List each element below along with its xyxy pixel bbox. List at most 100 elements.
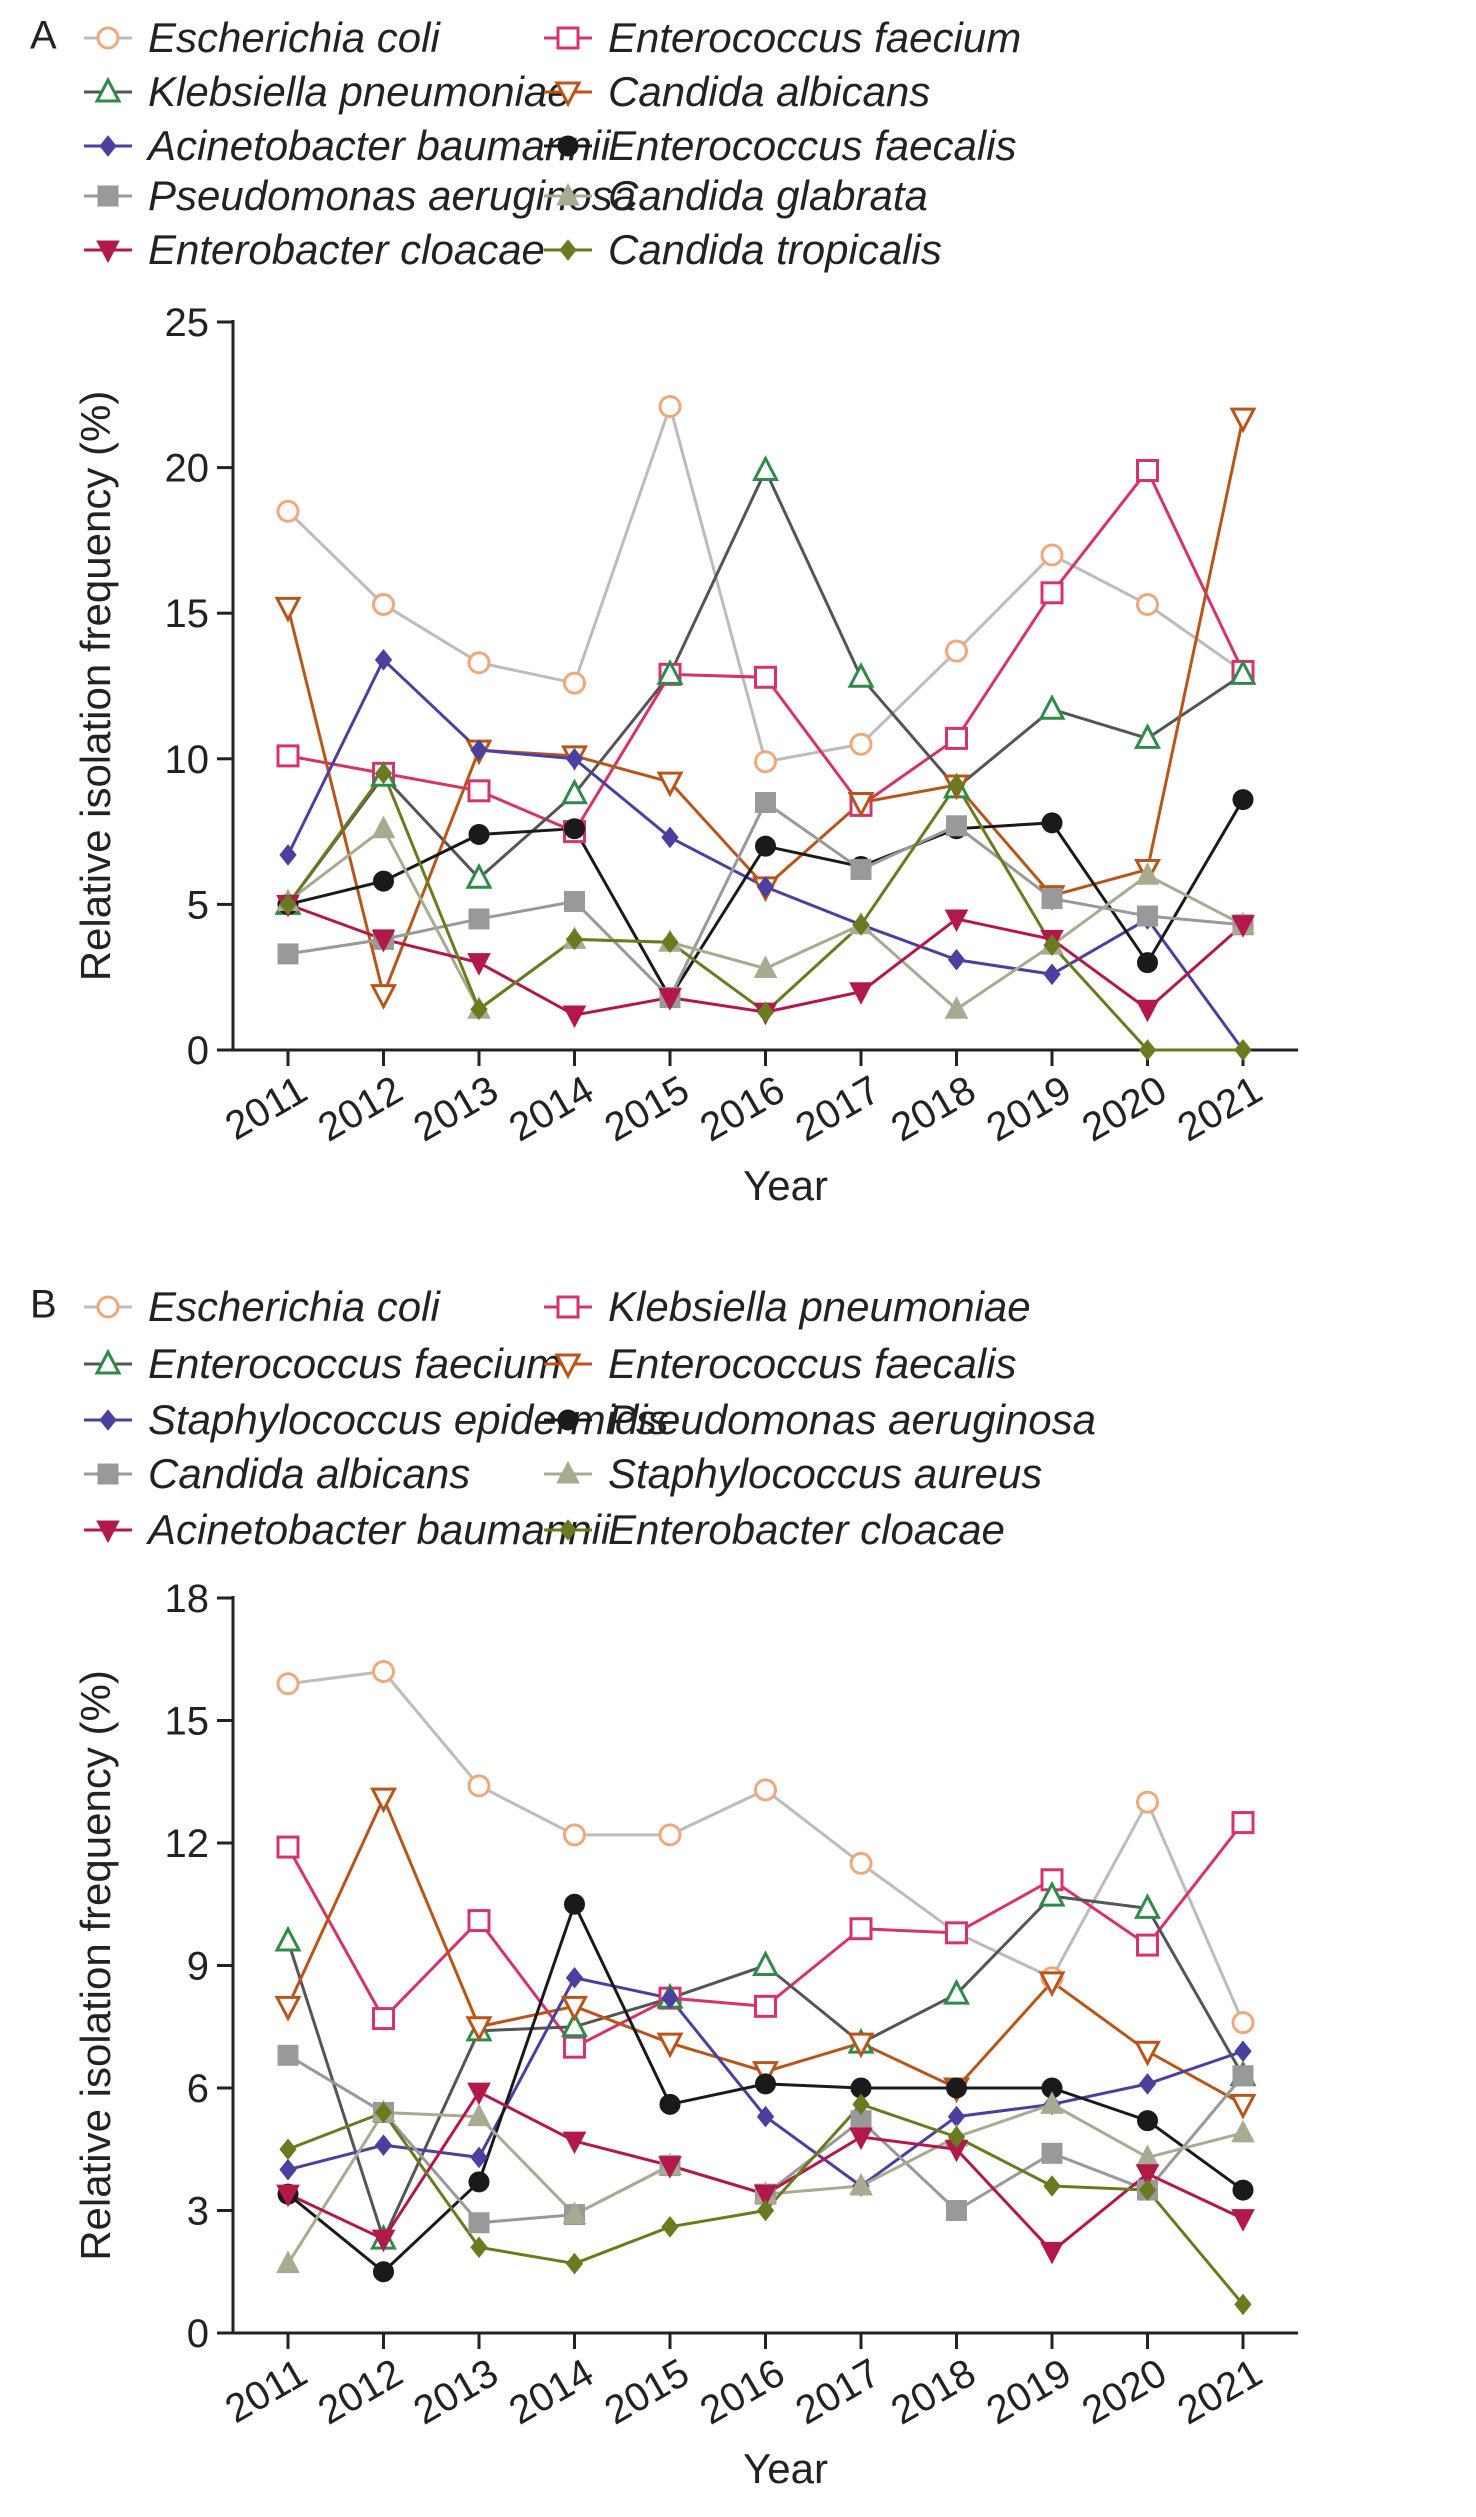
legend-label: Enterococcus faecalis xyxy=(608,122,1017,169)
legend-item: Klebsiella pneumoniae xyxy=(84,68,571,115)
data-point xyxy=(470,739,488,761)
legend-marker xyxy=(97,185,119,207)
data-point xyxy=(753,2184,778,2208)
data-point xyxy=(849,1851,873,1875)
legend-marker xyxy=(557,1409,579,1431)
legend-label: Enterococcus faecium xyxy=(148,1340,561,1387)
data-point xyxy=(1138,2073,1157,2095)
y-tick-label: 18 xyxy=(165,1577,210,1621)
data-point xyxy=(1137,952,1158,974)
data-point xyxy=(276,499,300,523)
legend-label: Enterobacter cloacae xyxy=(148,226,545,273)
data-point xyxy=(1040,543,1064,567)
y-tick-label: 0 xyxy=(187,1029,209,1073)
legend-marker xyxy=(96,1520,120,1544)
data-point xyxy=(467,2082,491,2106)
data-point xyxy=(1040,581,1064,605)
legend-marker xyxy=(99,135,117,157)
data-point xyxy=(465,2016,493,2042)
data-point xyxy=(1040,2091,1064,2114)
data-point xyxy=(467,779,491,803)
data-point xyxy=(1134,2040,1161,2067)
legend-marker xyxy=(554,1353,582,1380)
data-point xyxy=(1232,2065,1254,2087)
data-point xyxy=(1135,862,1160,885)
data-point xyxy=(276,1835,300,1859)
data-point xyxy=(373,2261,394,2283)
legend-label: Acinetobacter baumannii xyxy=(145,1506,612,1553)
x-axis-title: Year xyxy=(743,2445,828,2492)
data-point xyxy=(561,1995,588,2022)
data-point xyxy=(1038,1880,1066,1907)
data-point xyxy=(372,1660,395,1683)
x-tick-label: 2021 xyxy=(1170,2351,1269,2434)
data-point xyxy=(563,1823,586,1847)
data-point xyxy=(661,2216,679,2238)
data-point xyxy=(1134,723,1161,749)
data-point xyxy=(1136,1790,1159,1814)
data-point xyxy=(276,2250,300,2274)
series-markers xyxy=(279,762,1252,1061)
legend-marker xyxy=(94,1348,122,1375)
x-tick-label: 2012 xyxy=(311,1068,410,1151)
data-point xyxy=(756,2199,775,2222)
x-tick-label: 2019 xyxy=(979,2351,1078,2434)
data-point xyxy=(945,639,968,663)
data-point xyxy=(849,982,873,1005)
data-point xyxy=(467,1909,491,1933)
legend-marker xyxy=(556,182,580,206)
data-point xyxy=(658,988,682,1011)
data-point xyxy=(1231,2011,1255,2035)
legend-item: Acinetobacter baumannii xyxy=(84,1506,612,1553)
data-point xyxy=(371,2229,396,2253)
data-point xyxy=(1136,459,1159,483)
data-point xyxy=(1232,789,1254,811)
legend-marker xyxy=(96,26,120,50)
legend-item: Candida tropicalis xyxy=(544,226,942,273)
legend-label: Staphylococcus aureus xyxy=(608,1450,1042,1497)
data-point xyxy=(1136,592,1159,616)
legend-item: Enterococcus faecium xyxy=(84,1340,561,1387)
series-markers xyxy=(274,407,1257,1010)
legend-marker xyxy=(99,1409,117,1431)
data-point xyxy=(374,762,393,785)
legend-marker xyxy=(559,239,577,261)
legend-marker xyxy=(556,1460,580,1484)
data-point xyxy=(1043,2175,1061,2197)
x-tick-label: 2017 xyxy=(788,2351,887,2434)
data-point xyxy=(562,1005,587,1029)
x-tick-label: 2016 xyxy=(693,1068,792,1151)
legend-marker xyxy=(557,135,579,157)
legend-item: Enterobacter cloacae xyxy=(84,226,545,273)
data-point xyxy=(565,928,584,951)
y-tick-label: 3 xyxy=(187,2190,209,2234)
data-point xyxy=(946,2077,967,2099)
legend-item: Candida albicans xyxy=(544,68,930,115)
legend-label: Enterococcus faecium xyxy=(608,14,1021,61)
data-point xyxy=(467,651,491,675)
data-point xyxy=(944,909,969,933)
legend-item: Enterococcus faecalis xyxy=(544,122,1017,169)
legend-item: Candida albicans xyxy=(84,1450,470,1497)
x-tick-label: 2015 xyxy=(597,2351,696,2434)
data-point xyxy=(756,1001,775,1023)
x-tick-label: 2020 xyxy=(1075,2351,1174,2434)
chart-panel-b: B Escherichia coli Klebsiella pneumoniae En… xyxy=(30,1283,1298,2492)
data-point xyxy=(1234,2040,1252,2063)
legend-label: Escherichia coli xyxy=(148,1283,441,1330)
data-point xyxy=(1041,888,1063,910)
data-point xyxy=(1041,812,1063,834)
data-point xyxy=(564,818,585,840)
data-point xyxy=(277,2044,299,2066)
panel-label: A xyxy=(30,14,57,58)
legend-item: Escherichia coli xyxy=(84,14,441,61)
legend-item: Candida glabrata xyxy=(544,172,928,219)
y-tick-label: 6 xyxy=(187,2067,209,2111)
data-point xyxy=(947,948,966,971)
data-point xyxy=(1138,2179,1157,2201)
data-point xyxy=(756,876,775,898)
x-tick-label: 2017 xyxy=(788,1068,887,1151)
series-line xyxy=(287,469,1245,834)
legend-label: Enterococcus faecalis xyxy=(608,1340,1017,1387)
data-point xyxy=(372,592,395,616)
